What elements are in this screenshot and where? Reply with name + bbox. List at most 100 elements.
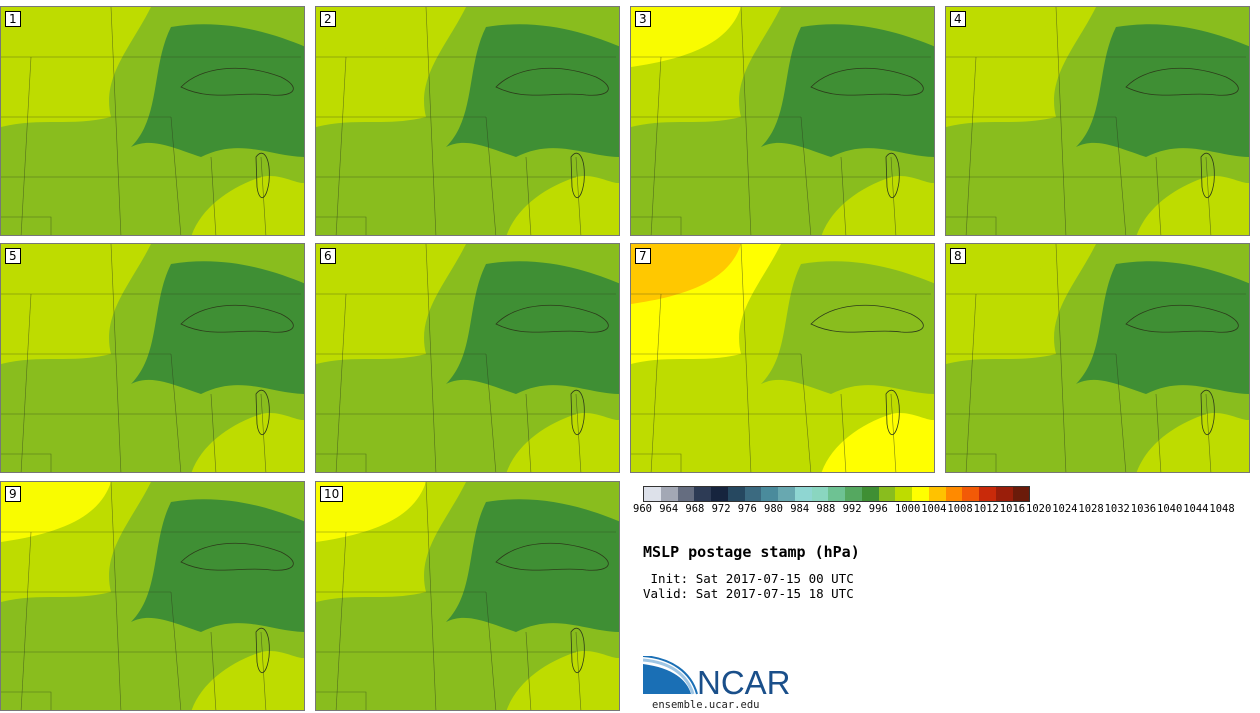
low-pressure-region <box>761 261 934 394</box>
lake-michigan-outline <box>255 389 270 436</box>
state-boundary <box>210 393 217 472</box>
state-boundary <box>425 244 437 472</box>
colorbar-swatch <box>694 487 711 501</box>
lake-michigan-outline <box>570 389 585 436</box>
colorbar-tick-label: 980 <box>764 503 783 515</box>
lake-superior-outline <box>180 542 294 571</box>
stamp-panel: 1 <box>0 6 305 236</box>
colorbar-tick-label: 1008 <box>947 503 973 515</box>
state-boundary <box>20 531 32 710</box>
colorbar-swatch <box>828 487 845 501</box>
state-boundary <box>631 216 682 235</box>
colorbar-swatch <box>845 487 862 501</box>
logo-wordmark: NCAR <box>697 664 791 701</box>
colorbar-tick-label: 964 <box>659 503 679 515</box>
stamp-panel: 7 <box>630 243 935 473</box>
colorbar-tick-label: 1000 <box>895 503 921 515</box>
northwest-ridge <box>316 244 426 304</box>
colorbar-tick-label: 992 <box>842 503 862 515</box>
lake-superior-outline <box>495 304 609 333</box>
northwest-ridge <box>1 244 111 304</box>
panel-number: 8 <box>950 248 966 264</box>
lake-michigan-outline <box>570 152 585 199</box>
lake-superior-outline <box>1125 304 1239 333</box>
valid-line: Valid: Sat 2017-07-15 18 UTC <box>643 586 854 601</box>
state-boundary <box>800 116 812 235</box>
northwest-ridge <box>946 7 1056 67</box>
state-boundary <box>946 453 997 472</box>
low-pressure-region <box>131 499 304 632</box>
site-url: ensemble.ucar.edu <box>652 699 760 711</box>
northwest-ridge <box>631 7 741 67</box>
state-boundary <box>1 453 52 472</box>
valid-value: Sat 2017-07-15 18 UTC <box>695 586 854 601</box>
colorbar-tick-label: 988 <box>816 503 836 515</box>
lake-superior-outline <box>810 304 924 333</box>
colorbar-swatch <box>677 487 695 501</box>
lake-superior-outline <box>810 67 924 96</box>
stamp-panel: 10 <box>315 481 620 711</box>
pressure-map <box>946 244 1249 472</box>
pressure-map <box>946 7 1249 235</box>
stamp-panel: 9 <box>0 481 305 711</box>
colorbar-tick-label: 1016 <box>999 503 1026 515</box>
low-pressure-region <box>1076 261 1249 394</box>
southeast-region <box>506 412 619 472</box>
colorbar-tick-label: 976 <box>737 503 757 515</box>
lake-michigan-outline <box>255 627 270 674</box>
state-boundary <box>210 631 217 710</box>
panel-number: 6 <box>320 248 336 264</box>
state-boundary <box>425 482 437 710</box>
state-boundary <box>1115 116 1127 235</box>
panel-number: 3 <box>635 11 651 27</box>
southeast-region <box>506 650 619 710</box>
colorbar-swatch <box>778 487 795 501</box>
state-boundary <box>840 393 847 472</box>
state-boundary <box>650 56 662 235</box>
colorbar-swatch <box>928 487 946 501</box>
init-line: Init: Sat 2017-07-15 00 UTC <box>643 571 854 586</box>
state-boundary <box>650 293 662 472</box>
colorbar-tick-label: 972 <box>711 503 731 515</box>
colorbar-swatch <box>644 487 661 501</box>
state-boundary <box>210 156 217 235</box>
panel-number: 10 <box>320 486 344 502</box>
state-boundary <box>525 631 532 710</box>
state-boundary <box>965 293 977 472</box>
state-boundary <box>740 7 752 235</box>
stamp-panel: 3 <box>630 6 935 236</box>
state-boundary <box>1115 353 1127 472</box>
lake-superior-outline <box>180 67 294 96</box>
panel-number: 5 <box>5 248 21 264</box>
colorbar-swatch <box>660 487 678 501</box>
lake-michigan-outline <box>885 152 900 199</box>
colorbar-swatch <box>962 487 979 501</box>
colorbar-swatch <box>861 487 879 501</box>
pressure-map <box>316 7 619 235</box>
stamp-panel: 6 <box>315 243 620 473</box>
ncar-logo: NCAR <box>643 656 791 701</box>
state-boundary <box>335 531 347 710</box>
low-pressure-region <box>761 24 934 157</box>
northwest-ridge <box>1 482 111 542</box>
southeast-region <box>1136 412 1249 472</box>
colorbar-tick-label: 996 <box>868 503 888 515</box>
colorbar-swatch <box>1012 487 1030 501</box>
plot-title: MSLP postage stamp (hPa) <box>643 543 860 561</box>
colorbar-tick-label: 1036 <box>1130 503 1157 515</box>
southeast-region <box>821 175 934 235</box>
northwest-ridge <box>631 244 741 304</box>
panel-number: 9 <box>5 486 21 502</box>
state-boundary <box>525 156 532 235</box>
pressure-map <box>1 244 304 472</box>
state-boundary <box>485 591 497 710</box>
pressure-map <box>1 482 304 710</box>
colorbar-tick-label: 1040 <box>1157 503 1183 515</box>
init-label: Init: <box>643 571 689 586</box>
northwest-ridge <box>316 482 426 542</box>
state-boundary <box>170 353 182 472</box>
lake-michigan-outline <box>885 389 900 436</box>
southeast-region <box>1136 175 1249 235</box>
pressure-map <box>631 244 934 472</box>
colorbar-swatch <box>711 487 728 501</box>
